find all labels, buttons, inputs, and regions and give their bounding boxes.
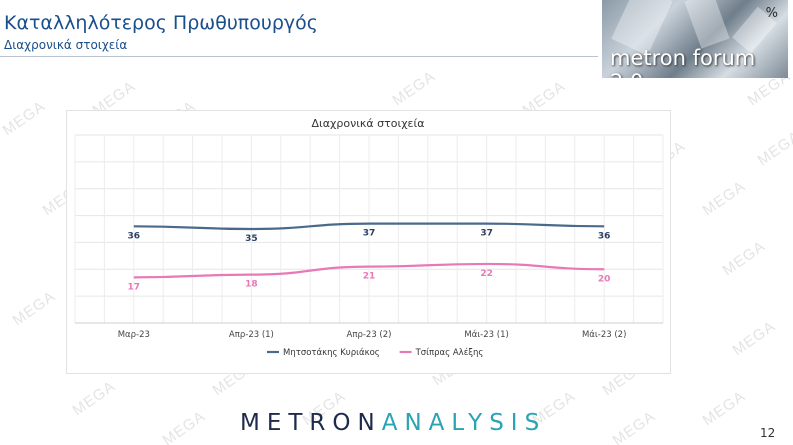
data-label: 35 <box>245 234 258 244</box>
watermark-mega: MEGA <box>754 127 793 170</box>
watermark-mega: MEGA <box>719 237 769 280</box>
watermark-mega: MEGA <box>159 407 209 445</box>
x-tick-label: Απρ-23 (2) <box>347 330 392 340</box>
chart-legend: Μητσοτάκης Κυριάκος Τσίπρας Αλέξης <box>267 347 483 358</box>
line-chart: Διαχρονικά στοιχεία 36 35 37 37 36 17 18 21 22 20… <box>74 117 664 358</box>
watermark-mega: MEGA <box>699 387 749 430</box>
series-line-2 <box>133 262 605 279</box>
data-label: 21 <box>363 272 376 282</box>
metron-analysis-brand: METRONANALYSIS <box>240 410 546 436</box>
brand-part-metron: METRON <box>240 410 382 436</box>
data-label: 36 <box>128 231 141 241</box>
metron-forum-logo: % metron forum 2.0 <box>602 0 788 78</box>
page-title: Καταλληλότερος Πρωθυπουργός <box>4 12 318 34</box>
data-label: 18 <box>245 280 258 290</box>
data-label: 17 <box>128 282 141 292</box>
logo-text: metron forum 2.0 <box>610 46 756 78</box>
legend-label: Τσίπρας Αλέξης <box>415 347 484 358</box>
chart-title: Διαχρονικά στοιχεία <box>312 117 425 130</box>
watermark-mega: MEGA <box>9 287 59 330</box>
chart-series: 36 35 37 37 36 17 18 21 22 20 <box>128 222 611 292</box>
page-number: 12 <box>760 426 776 440</box>
data-label: 20 <box>598 274 611 284</box>
series-line-1 <box>133 222 605 231</box>
x-tick-label: Μαρ-23 <box>118 330 150 340</box>
header-divider <box>0 56 598 57</box>
x-axis-ticks: Μαρ-23 Απρ-23 (1) Απρ-23 (2) Μάι-23 (1) Μάι-… <box>118 330 627 340</box>
watermark-mega: MEGA <box>699 177 749 220</box>
watermark-mega: MEGA <box>729 317 779 360</box>
watermark-mega: MEGA <box>0 97 49 140</box>
x-tick-label: Απρ-23 (1) <box>229 330 274 340</box>
watermark-mega: MEGA <box>389 67 439 110</box>
data-label: 36 <box>598 231 611 241</box>
data-label: 22 <box>480 269 493 279</box>
watermark-mega: MEGA <box>609 407 659 445</box>
page-subtitle: Διαχρονικά στοιχεία <box>4 38 128 52</box>
x-tick-label: Μάι-23 (2) <box>582 330 626 340</box>
data-label: 37 <box>480 229 493 239</box>
watermark-mega: MEGA <box>69 377 119 420</box>
chart-panel: Διαχρονικά στοιχεία 36 35 37 37 36 17 18 21 22 20… <box>66 110 671 374</box>
logo-percent-symbol: % <box>765 6 778 21</box>
brand-part-analysis: ANALYSIS <box>381 410 547 436</box>
x-tick-label: Μάι-23 (1) <box>464 330 508 340</box>
legend-label: Μητσοτάκης Κυριάκος <box>283 348 380 358</box>
data-label: 37 <box>363 229 376 239</box>
